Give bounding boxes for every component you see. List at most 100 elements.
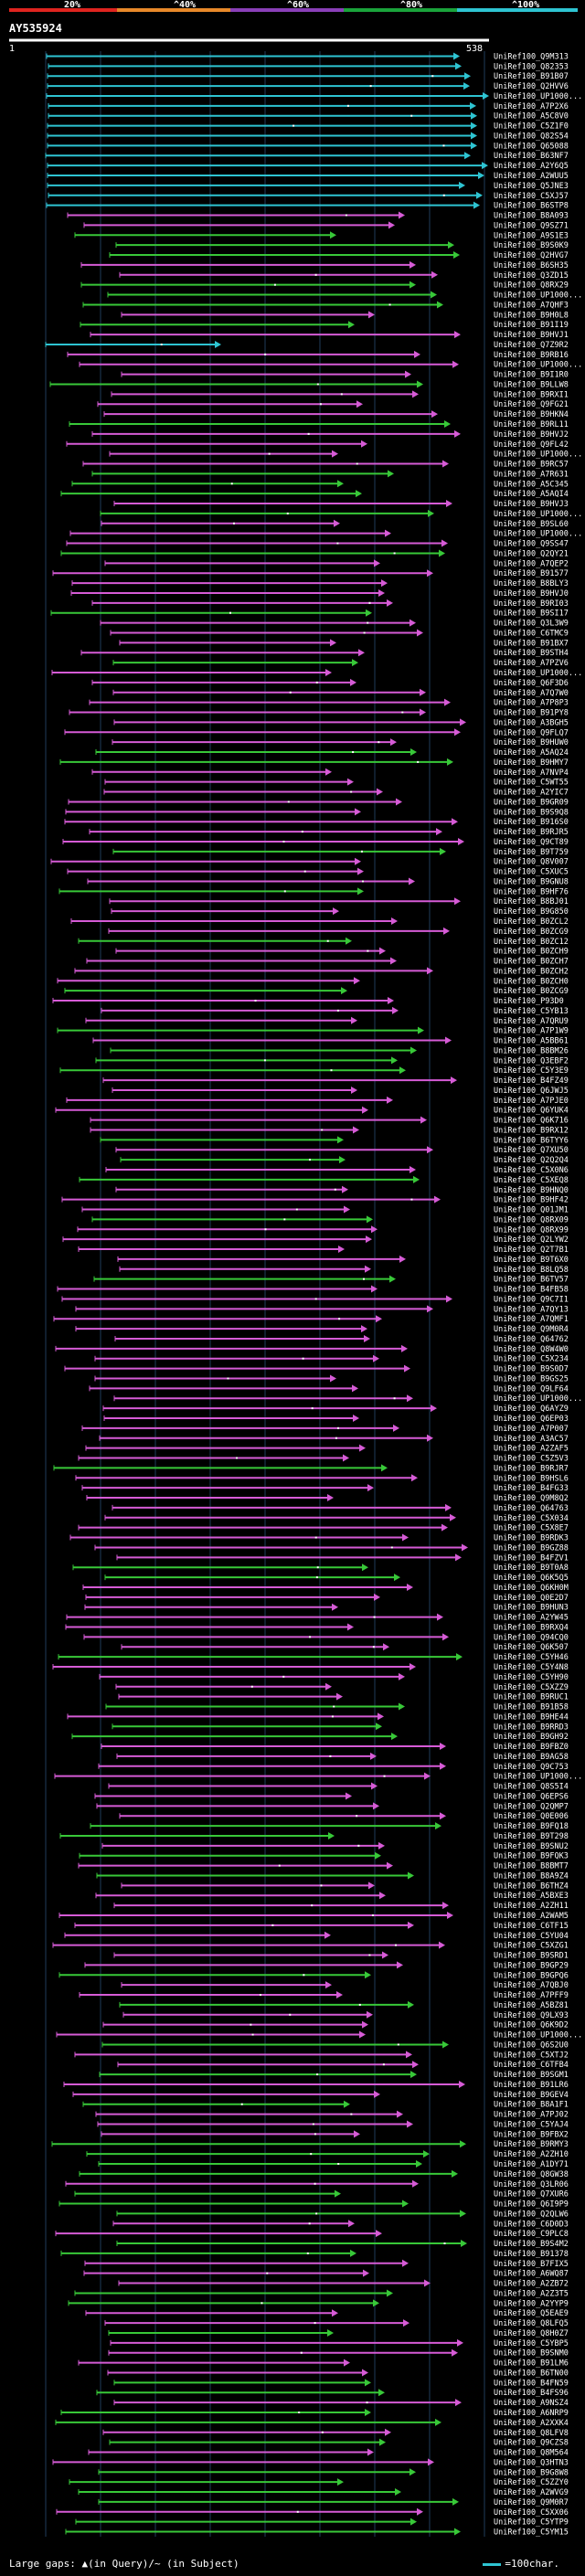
hit-row[interactable]: UniRef100_UP1000... [46, 91, 582, 101]
hit-row[interactable]: UniRef100_Q6EPS6 [94, 1792, 569, 1801]
hit-label[interactable]: UniRef100_Q9SZ71 [494, 221, 569, 230]
hit-label[interactable]: UniRef100_A2ZH10 [494, 2150, 569, 2159]
hit-row[interactable]: UniRef100_B0ZCH0 [57, 977, 569, 986]
hit-label[interactable]: UniRef100_B8BMT7 [494, 1862, 569, 1871]
hit-row[interactable]: UniRef100_B9SL60 [101, 519, 569, 529]
hit-row[interactable]: UniRef100_B6TV57 [93, 1275, 569, 1285]
hit-label[interactable]: UniRef100_A2XXK4 [494, 2419, 569, 2428]
hit-label[interactable]: UniRef100_Q9CT89 [494, 838, 569, 847]
hit-row[interactable]: UniRef100_B0ZCH9 [115, 947, 569, 957]
hit-row[interactable]: UniRef100_B9AG58 [116, 1752, 569, 1762]
hit-label[interactable]: UniRef100_B9H0L8 [494, 311, 569, 320]
hit-row[interactable]: UniRef100_B9T298 [59, 1831, 569, 1841]
hit-row[interactable]: UniRef100_B4FZ49 [102, 1076, 569, 1086]
hit-label[interactable]: UniRef100_B9GP29 [494, 1961, 569, 1970]
hit-row[interactable]: UniRef100_Q5EAE9 [85, 2309, 569, 2318]
hit-row[interactable]: UniRef100_A7PJE0 [66, 1096, 569, 1106]
hit-label[interactable]: UniRef100_A5C345 [494, 480, 569, 489]
hit-label[interactable]: UniRef100_B0ZCG9 [494, 928, 569, 937]
hit-row[interactable]: UniRef100_C5XEQ8 [79, 1175, 569, 1185]
hit-row[interactable]: UniRef100_Q6AYZ9 [102, 1405, 569, 1414]
hit-row[interactable]: UniRef100_B91378 [60, 2249, 569, 2259]
hit-row[interactable]: UniRef100_Q7XU50 [115, 1146, 569, 1155]
hit-row[interactable]: UniRef100_B9HVJ1 [90, 331, 569, 340]
hit-row[interactable]: UniRef100_B9HF76 [58, 887, 569, 896]
hit-label[interactable]: UniRef100_C5XX06 [494, 2508, 569, 2518]
hit-row[interactable]: UniRef100_B0ZCH2 [74, 967, 569, 976]
hit-label[interactable]: UniRef100_Q8RX29 [494, 281, 569, 291]
hit-label[interactable]: UniRef100_Q8GW38 [494, 2170, 569, 2179]
hit-label[interactable]: UniRef100_UP1000... [494, 1773, 582, 1782]
hit-row[interactable]: UniRef100_Q9C753 [98, 1762, 569, 1772]
hit-row[interactable]: UniRef100_Q9SS47 [66, 539, 569, 549]
hit-label[interactable]: UniRef100_A7R631 [494, 470, 569, 479]
hit-label[interactable]: UniRef100_Q8S5I4 [494, 1783, 569, 1792]
hit-row[interactable]: UniRef100_C5YAJ4 [97, 2120, 569, 2129]
hit-label[interactable]: UniRef100_B9GR09 [494, 798, 569, 807]
hit-label[interactable]: UniRef100_C5YH90 [494, 1673, 569, 1682]
hit-row[interactable]: UniRef100_B9FBX2 [101, 2130, 569, 2139]
hit-row[interactable]: UniRef100_P93D0 [52, 997, 564, 1006]
hit-label[interactable]: UniRef100_A6WQ87 [494, 2270, 569, 2279]
hit-row[interactable]: UniRef100_Q9LF64 [89, 1384, 569, 1394]
hit-label[interactable]: UniRef100_B4FN59 [494, 2379, 569, 2388]
hit-row[interactable]: UniRef100_B9G850 [111, 907, 569, 917]
hit-label[interactable]: UniRef100_A5BZ81 [494, 2001, 569, 2010]
hit-label[interactable]: UniRef100_C6TFB4 [494, 2061, 569, 2070]
hit-label[interactable]: UniRef100_B91I19 [494, 321, 569, 330]
hit-row[interactable]: UniRef100_Q64762 [114, 1334, 569, 1344]
hit-row[interactable]: UniRef100_UP1000... [100, 509, 582, 519]
hit-row[interactable]: UniRef100_C5YM15 [65, 2528, 569, 2537]
hit-row[interactable]: UniRef100_A2WUU5 [47, 172, 569, 181]
hit-label[interactable]: UniRef100_B9GH92 [494, 1733, 569, 1742]
hit-row[interactable]: UniRef100_A7R631 [91, 470, 569, 479]
hit-row[interactable]: UniRef100_C5XUC5 [67, 867, 569, 877]
hit-row[interactable]: UniRef100_A2ZB72 [118, 2279, 569, 2289]
hit-label[interactable]: UniRef100_C5WT55 [494, 779, 569, 788]
hit-label[interactable]: UniRef100_B9SL60 [494, 520, 569, 529]
hit-label[interactable]: UniRef100_B4FG33 [494, 1484, 569, 1493]
hit-row[interactable]: UniRef100_A2YYP9 [68, 2299, 569, 2308]
hit-label[interactable]: UniRef100_A5AQI4 [494, 490, 569, 499]
hit-label[interactable]: UniRef100_Q9M0R7 [494, 2498, 569, 2507]
hit-label[interactable]: UniRef100_Q65088 [494, 142, 569, 151]
hit-row[interactable]: UniRef100_C5YH90 [99, 1672, 569, 1682]
hit-row[interactable]: UniRef100_C5X8E7 [78, 1523, 569, 1533]
hit-row[interactable]: UniRef100_B9HNQ0 [115, 1185, 569, 1195]
hit-row[interactable]: UniRef100_Q6KH0M [82, 1583, 569, 1593]
hit-label[interactable]: UniRef100_C5YAJ4 [494, 2120, 569, 2129]
hit-row[interactable]: UniRef100_B9H0L8 [121, 311, 569, 320]
hit-row[interactable]: UniRef100_B6TYY6 [100, 1136, 569, 1145]
hit-row[interactable]: UniRef100_Q2QLW6 [116, 2210, 569, 2219]
hit-label[interactable]: UniRef100_B9RMY3 [494, 2140, 569, 2149]
hit-row[interactable]: UniRef100_B6SH35 [80, 260, 569, 270]
hit-row[interactable]: UniRef100_B9RX12 [90, 1126, 569, 1135]
hit-label[interactable]: UniRef100_UP1000... [494, 510, 582, 519]
hit-label[interactable]: UniRef100_A9NSZ4 [494, 2399, 569, 2408]
hit-row[interactable]: UniRef100_C5XZZ9 [115, 1682, 569, 1692]
hit-label[interactable]: UniRef100_A2WAM5 [494, 1912, 569, 1921]
hit-row[interactable]: UniRef100_B9GZ88 [94, 1543, 569, 1553]
hit-row[interactable]: UniRef100_A5BZ81 [119, 2000, 569, 2010]
hit-row[interactable]: UniRef100_B4FG33 [81, 1484, 569, 1493]
hit-row[interactable]: UniRef100_Q3L3W9 [100, 619, 569, 629]
hit-label[interactable]: UniRef100_Q0E2D7 [494, 1594, 569, 1603]
hit-row[interactable]: UniRef100_B7FIX5 [84, 2259, 569, 2269]
hit-row[interactable]: UniRef100_Q64763 [112, 1503, 569, 1513]
hit-row[interactable]: UniRef100_B9GP29 [84, 1961, 569, 1970]
hit-row[interactable]: UniRef100_A2WVG9 [78, 2488, 569, 2497]
hit-row[interactable]: UniRef100_B8A093 [67, 211, 569, 221]
hit-row[interactable]: UniRef100_Q3EBF2 [95, 1056, 569, 1065]
hit-row[interactable]: UniRef100_Q7XUR6 [74, 2189, 569, 2200]
hit-label[interactable]: UniRef100_Q6K5Q5 [494, 1574, 569, 1583]
hit-row[interactable]: UniRef100_Q6K5Q5 [104, 1574, 569, 1583]
hit-row[interactable]: UniRef100_Q9LX93 [122, 2010, 569, 2020]
hit-label[interactable]: UniRef100_Q3LR06 [494, 2180, 569, 2189]
hit-label[interactable]: UniRef100_B9HE44 [494, 1712, 569, 1722]
hit-label[interactable]: UniRef100_Q64763 [494, 1504, 569, 1513]
hit-label[interactable]: UniRef100_C6TMC9 [494, 629, 569, 638]
hit-row[interactable]: UniRef100_Q9M313 [46, 52, 569, 61]
hit-label[interactable]: UniRef100_B9I1R0 [494, 371, 569, 380]
hit-row[interactable]: UniRef100_B9STH4 [80, 649, 569, 658]
hit-label[interactable]: UniRef100_Q8V007 [494, 858, 569, 867]
